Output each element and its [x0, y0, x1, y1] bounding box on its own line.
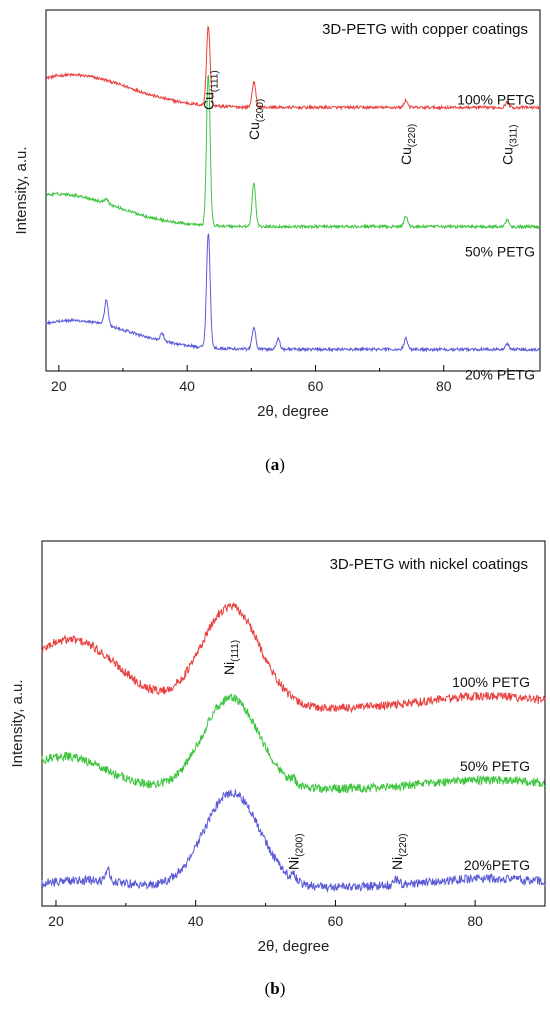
svg-b-series-label-1: 50% PETG: [460, 758, 530, 774]
svg-a-peak-label-2: Cu(220): [398, 124, 418, 165]
svg-a-y-axis-title: Intensity, a.u.: [13, 146, 30, 234]
svg-b-x-axis-title: 2θ, degree: [258, 938, 330, 955]
chart-panel-a: 20 40 60 80 2θ, degree Intensity, a.u. 3D-PETG…: [0, 0, 550, 500]
svg-a-x-tick-label-60: 60: [308, 378, 324, 394]
svg-b-plot-frame: [41, 540, 546, 907]
svg-b-series-line-1: [41, 693, 546, 794]
svg-a-series-label-2: 20% PETG: [465, 366, 535, 382]
svg-b-series-line-0: [41, 601, 546, 714]
svg-a-x-tick-label-80: 80: [436, 378, 452, 394]
svg-a-x-axis-title: 2θ, degree: [257, 403, 329, 420]
svg-a-series-label-0: 100% PETG: [457, 91, 535, 107]
svg-a-chart-title: 3D-PETG with copper coatings: [322, 21, 528, 38]
svg-b-y-axis-title: Intensity, a.u.: [9, 679, 26, 767]
svg-b-peak-label-2: Ni(220): [389, 833, 409, 870]
svg-a-x-tick-label-20: 20: [51, 378, 67, 394]
svg-a-peak-label-1: Cu(200): [246, 99, 266, 140]
chart-b-svg: 20 40 60 80 2θ, degree Intensity, a.u. 3D-PETG…: [9, 540, 546, 955]
svg-a-plot-frame: [45, 9, 541, 372]
svg-b-chart-title: 3D-PETG with nickel coatings: [330, 556, 528, 573]
svg-b-x-tick-label-80: 80: [467, 913, 483, 929]
caption-a: (a): [265, 455, 285, 474]
caption-b-letter: b: [270, 979, 280, 998]
svg-a-peak-label-0: Cu(111): [200, 70, 220, 110]
svg-b-x-tick-label-20: 20: [48, 913, 64, 929]
svg-a-series-label-1: 50% PETG: [465, 244, 535, 260]
svg-b-x-tick-label-60: 60: [328, 913, 344, 929]
svg-b-peak-label-0: Ni(111): [221, 640, 241, 675]
svg-a-series-line-0: [45, 26, 541, 111]
caption-a-letter: a: [270, 455, 280, 474]
svg-a-x-tick-label-40: 40: [179, 378, 195, 394]
svg-b-series-label-0: 100% PETG: [452, 674, 530, 690]
chart-a-svg: 20 40 60 80 2θ, degree Intensity, a.u. 3D-PETG…: [13, 9, 541, 420]
svg-a-series-line-2: [45, 233, 541, 353]
svg-b-x-tick-label-40: 40: [188, 913, 204, 929]
svg-b-peak-label-1: Ni(200): [286, 833, 306, 870]
svg-a-peak-label-3: Cu(311): [499, 124, 519, 165]
svg-b-series-line-2: [41, 789, 546, 894]
caption-b: (b): [264, 979, 286, 998]
svg-a-series-line-1: [45, 74, 541, 230]
chart-panel-b: 20 40 60 80 2θ, degree Intensity, a.u. 3D-PETG…: [0, 525, 550, 1024]
svg-b-series-label-2: 20%PETG: [464, 857, 530, 873]
